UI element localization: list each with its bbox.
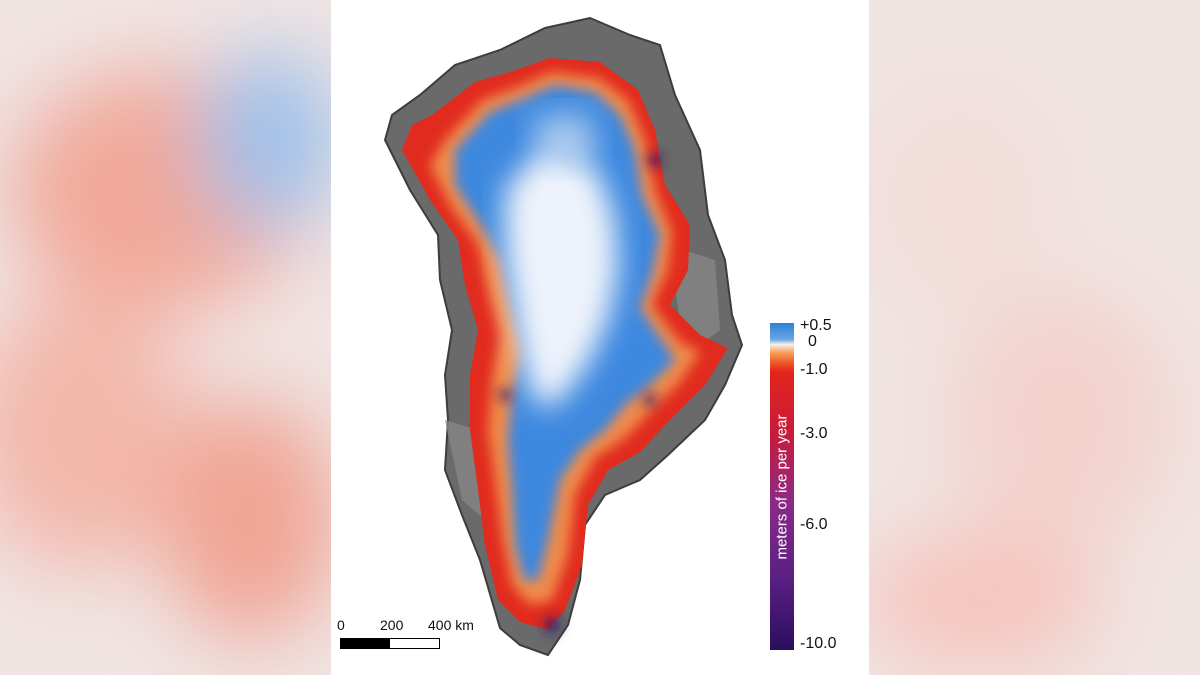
scalebar-black-segment: [341, 639, 390, 648]
colorbar-title: meters of ice per year: [770, 323, 794, 650]
ice-summit-white: [505, 150, 618, 410]
max-loss-hotspots: [499, 153, 662, 633]
colorbar: [770, 323, 794, 650]
colorbar-tick: -6.0: [800, 516, 828, 533]
colorbar-tick: -1.0: [800, 361, 828, 378]
colorbar-tick: 0: [808, 333, 817, 350]
colorbar-title-text: meters of ice per year: [773, 413, 791, 560]
colorbar-tick: -3.0: [800, 425, 828, 442]
scalebar-label: 0: [337, 617, 345, 633]
scalebar: [340, 638, 440, 649]
scalebar-label: 400 km: [428, 617, 474, 633]
scalebar-label: 200: [380, 617, 404, 633]
colorbar-tick: -10.0: [800, 635, 837, 652]
greenland-ice-loss-map: [383, 16, 744, 657]
colorbar-tick: +0.5: [800, 317, 832, 334]
